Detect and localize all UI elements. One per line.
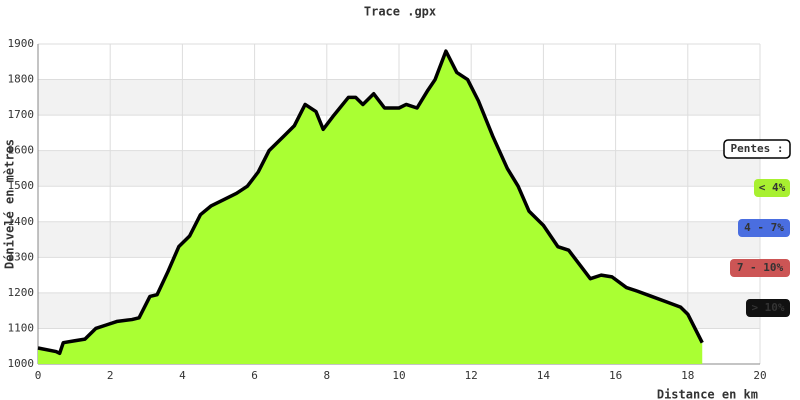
y-tick-label: 1600: [8, 144, 35, 157]
y-tick-label: 1900: [8, 37, 35, 50]
legend-label: 7 - 10%: [737, 261, 784, 274]
x-tick-label: 14: [537, 369, 551, 382]
y-tick-label: 1800: [8, 73, 35, 86]
x-tick-label: 0: [35, 369, 42, 382]
legend-swatch: [754, 179, 790, 197]
x-tick-label: 4: [179, 369, 186, 382]
x-tick-label: 8: [323, 369, 330, 382]
x-tick-label: 12: [465, 369, 478, 382]
x-axis-label: Distance en km: [657, 388, 758, 400]
y-tick-label: 1100: [8, 321, 35, 334]
x-tick-label: 10: [392, 369, 405, 382]
y-axis-label: Dénivelé en mètres: [3, 139, 17, 269]
legend-swatch: [746, 299, 790, 317]
x-tick-label: 16: [609, 369, 622, 382]
legend-title-box: [723, 139, 791, 159]
area: [38, 51, 703, 364]
x-tick-label: 18: [681, 369, 694, 382]
x-tick-label: 6: [251, 369, 258, 382]
y-tick-label: 1500: [8, 179, 35, 192]
line: [37, 49, 704, 356]
y-tick-label: 1300: [8, 250, 35, 263]
y-tick-label: 1400: [8, 215, 35, 228]
y-tick-label: 1200: [8, 286, 35, 299]
legend-swatch: [738, 219, 790, 237]
y-tick-label: 1000: [8, 357, 35, 370]
legend-swatch: [730, 259, 790, 277]
y-tick-label: 1700: [8, 108, 35, 121]
legend-label: < 4%: [759, 181, 786, 194]
legend-title: Pentes :: [731, 142, 784, 155]
chart-title: Trace .gpx: [364, 5, 436, 19]
x-tick-label: 20: [753, 369, 766, 382]
x-tick-label: 2: [107, 369, 114, 382]
legend-label: > 10%: [751, 301, 784, 314]
legend-label: 4 - 7%: [744, 221, 784, 234]
